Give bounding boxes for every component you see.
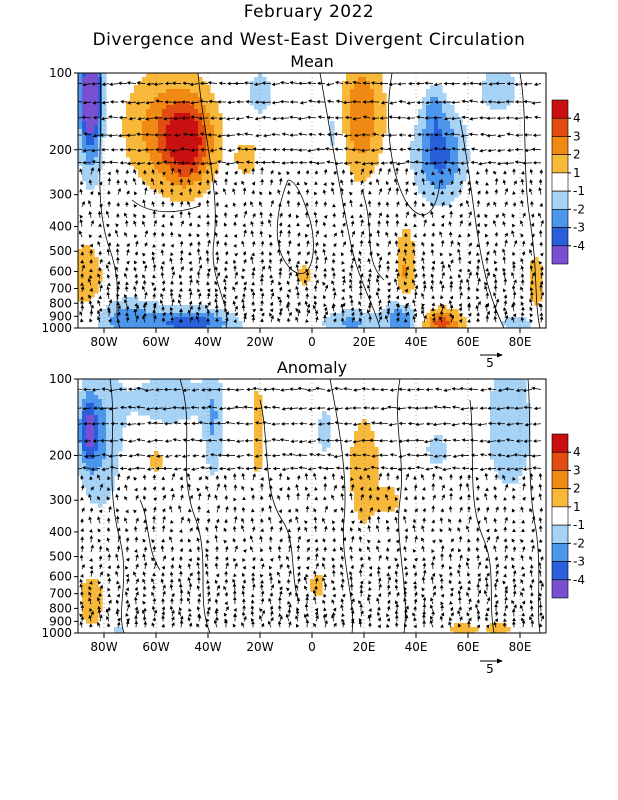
mean-vectors: [78, 80, 545, 323]
colorbar-label: 4: [573, 445, 581, 459]
y-tick-label: 500: [49, 244, 72, 258]
y-tick-label: 100: [49, 66, 72, 80]
reference-vector-label: 5: [486, 662, 494, 676]
x-tick-label: 0: [308, 335, 316, 349]
y-tick-label: 200: [49, 448, 72, 462]
colorbar-swatch: [551, 470, 569, 489]
colorbar-swatch: [551, 506, 569, 526]
anomaly-panel: Anomaly 80W 60W 40W 20W 0 20E 40E 60E 80E 100 200 30…: [41, 358, 585, 676]
colorbar-label: -3: [573, 221, 585, 235]
colorbar-swatch: [551, 524, 569, 544]
y-tick-label: 800: [49, 601, 72, 615]
colorbar-label: -1: [573, 184, 585, 198]
colorbar-label: -4: [573, 573, 585, 587]
colorbar-swatch: [551, 209, 569, 228]
colorbar-swatch: [551, 561, 569, 581]
colorbar-label: 2: [573, 482, 581, 496]
x-tick-label: 80W: [90, 640, 117, 654]
colorbar-swatch: [551, 245, 569, 265]
x-tick-label: 60E: [457, 640, 480, 654]
anomaly-vectors: [78, 386, 545, 629]
colorbar-swatch: [551, 543, 569, 562]
x-tick-label: 20E: [353, 640, 376, 654]
x-tick-label: 40W: [194, 335, 221, 349]
y-tick-label: 300: [49, 493, 72, 507]
y-tick-label: 700: [49, 587, 72, 601]
x-tick-label: 60W: [142, 335, 169, 349]
x-tick-label: 40E: [405, 640, 428, 654]
colorbar-swatch: [551, 488, 569, 508]
x-tick-label: 20W: [246, 335, 273, 349]
anomaly-title: Anomaly: [277, 358, 347, 377]
colorbar-label: -4: [573, 239, 585, 253]
anomaly-shading: [78, 379, 531, 633]
mean-x-axis: 80W 60W 40W 20W 0 20E 40E 60E 80E: [90, 328, 531, 349]
colorbar-swatch: [551, 172, 569, 192]
colorbar-label: 1: [573, 500, 581, 514]
y-tick-label: 1000: [41, 626, 72, 640]
colorbar-swatch: [551, 227, 569, 247]
mean-panel: Mean 80W 60W 40W 20W 0 20E 40E 60E 80E 100 200 300 40…: [41, 52, 585, 370]
x-tick-label: 40E: [405, 335, 428, 349]
colorbar-label: -1: [573, 518, 585, 532]
mean-colorbar: -4 -3 -2 -1 1 2 3 4: [551, 99, 585, 265]
x-tick-label: 80W: [90, 335, 117, 349]
colorbar-label: 4: [573, 111, 581, 125]
colorbar-label: 3: [573, 463, 581, 477]
anomaly-reference-vector: 5: [480, 658, 503, 676]
x-tick-label: 60E: [457, 335, 480, 349]
colorbar-swatch: [551, 451, 569, 471]
colorbar-swatch: [551, 99, 569, 119]
figure-title: February 2022: [243, 2, 375, 22]
y-tick-label: 300: [49, 188, 72, 202]
colorbar-swatch: [551, 154, 569, 174]
y-tick-label: 600: [49, 264, 72, 278]
colorbar-label: -3: [573, 555, 585, 569]
colorbar-swatch: [551, 117, 569, 137]
figure-subtitle: Divergence and West-East Divergent Circu…: [92, 30, 526, 50]
colorbar-label: 3: [573, 129, 581, 143]
y-tick-label: 100: [49, 372, 72, 386]
x-tick-label: 20W: [246, 640, 273, 654]
y-tick-label: 400: [49, 220, 72, 234]
colorbar-swatch: [551, 136, 569, 155]
y-tick-label: 900: [49, 309, 72, 323]
y-tick-label: 900: [49, 614, 72, 628]
reference-vector-label: 5: [486, 356, 494, 370]
x-tick-label: 80E: [509, 335, 532, 349]
y-tick-label: 700: [49, 282, 72, 296]
y-tick-label: 400: [49, 525, 72, 539]
anomaly-frame: [77, 378, 547, 634]
colorbar-label: -2: [573, 536, 585, 550]
x-tick-label: 80E: [509, 640, 532, 654]
y-tick-label: 800: [49, 296, 72, 310]
y-tick-label: 1000: [41, 321, 72, 335]
colorbar-swatch: [551, 190, 569, 210]
colorbar-swatch: [551, 579, 569, 599]
x-tick-label: 40W: [194, 640, 221, 654]
anomaly-x-axis: 80W 60W 40W 20W 0 20E 40E 60E 80E: [90, 633, 531, 654]
colorbar-swatch: [551, 433, 569, 453]
mean-contours: [99, 73, 541, 328]
x-tick-label: 20E: [353, 335, 376, 349]
colorbar-label: 2: [573, 148, 581, 162]
anomaly-colorbar: -4 -3 -2 -1 1 2 3 4: [551, 433, 585, 599]
colorbar-label: -2: [573, 202, 585, 216]
y-tick-label: 500: [49, 550, 72, 564]
mean-reference-vector: 5: [480, 352, 503, 370]
colorbar-label: 1: [573, 166, 581, 180]
x-tick-label: 60W: [142, 640, 169, 654]
mean-title: Mean: [290, 52, 334, 71]
y-tick-label: 200: [49, 143, 72, 157]
y-tick-label: 600: [49, 570, 72, 584]
x-tick-label: 0: [308, 640, 316, 654]
